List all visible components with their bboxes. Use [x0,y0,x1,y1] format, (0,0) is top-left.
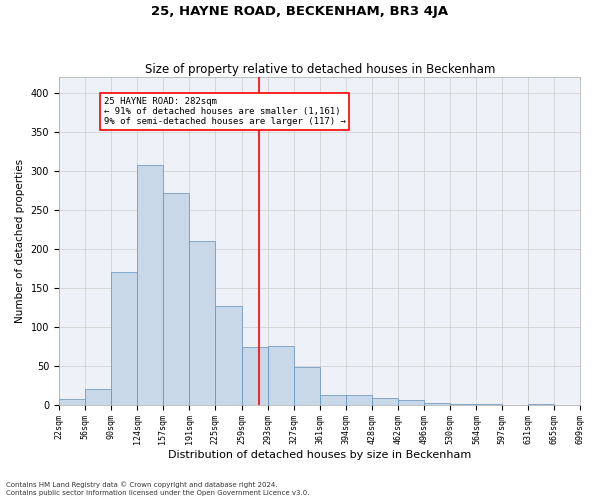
Bar [372,398,398,404]
Text: Contains public sector information licensed under the Open Government Licence v3: Contains public sector information licen… [6,490,310,496]
X-axis label: Distribution of detached houses by size in Beckenham: Distribution of detached houses by size … [168,450,472,460]
Bar [268,346,294,405]
Bar [294,368,320,405]
Bar [163,192,189,404]
Bar [111,272,137,404]
Bar [320,394,346,404]
Bar [424,403,450,404]
Bar [85,389,111,404]
Y-axis label: Number of detached properties: Number of detached properties [15,159,25,323]
Text: Contains HM Land Registry data © Crown copyright and database right 2024.: Contains HM Land Registry data © Crown c… [6,482,277,488]
Bar [242,347,268,405]
Bar [346,394,372,404]
Bar [59,400,85,404]
Title: Size of property relative to detached houses in Beckenham: Size of property relative to detached ho… [145,63,495,76]
Bar [137,164,163,404]
Bar [398,400,424,404]
Bar [215,306,242,404]
Bar [189,241,215,404]
Text: 25 HAYNE ROAD: 282sqm
← 91% of detached houses are smaller (1,161)
9% of semi-de: 25 HAYNE ROAD: 282sqm ← 91% of detached … [104,96,346,126]
Text: 25, HAYNE ROAD, BECKENHAM, BR3 4JA: 25, HAYNE ROAD, BECKENHAM, BR3 4JA [151,5,449,18]
